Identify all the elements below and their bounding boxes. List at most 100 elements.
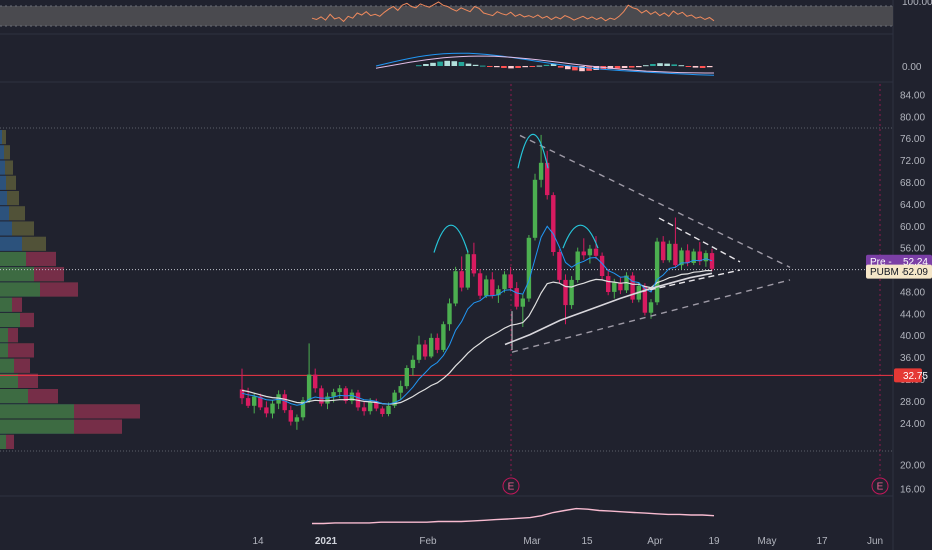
y-tick-label: 48.00 <box>900 287 925 298</box>
volume-profile-up-bar <box>0 221 12 236</box>
last-price-badge-value: 52.09 <box>903 267 928 278</box>
volume-profile-up-bar <box>0 297 12 312</box>
candle-body <box>691 251 696 263</box>
last-price-badge[interactable]: PUBM -52.09 <box>866 264 932 279</box>
rsi-line <box>311 1 715 23</box>
candle-body <box>416 344 422 360</box>
volume-profile-down-bar <box>8 328 18 343</box>
candle-body <box>264 407 269 414</box>
y-tick-label: 72.00 <box>900 156 925 167</box>
head-arc <box>517 134 549 169</box>
candle-body <box>422 344 428 357</box>
candle-body <box>404 368 409 387</box>
volume-profile-down-bar <box>7 191 19 206</box>
macd-histogram-bar <box>550 64 557 66</box>
volume-profile-down-bar <box>34 267 64 282</box>
volume-profile-up-bar <box>0 419 74 434</box>
candle-body <box>361 407 367 412</box>
macd-histogram-bar <box>565 66 571 70</box>
volume-profile-up-bar <box>0 404 74 419</box>
y-tick-label: 64.00 <box>900 200 925 211</box>
volume-profile-up-bar <box>0 373 18 388</box>
x-tick-label: Feb <box>419 536 437 547</box>
x-tick-label: Jun <box>867 536 883 547</box>
volume-profile-down-bar <box>40 282 78 297</box>
support-price-badge[interactable]: 32.75 <box>894 368 928 383</box>
macd-histogram-bar <box>557 66 564 68</box>
candle-body <box>538 162 544 180</box>
candle-body <box>319 388 324 404</box>
y-tick-label: 56.00 <box>900 244 925 255</box>
candle-body <box>569 279 574 306</box>
candle-body <box>618 282 623 291</box>
volume-profile-up-bar <box>0 267 34 282</box>
candle-body <box>337 388 342 393</box>
macd-histogram-bar <box>664 63 670 66</box>
candle-body <box>642 285 648 313</box>
candle-body <box>386 405 391 414</box>
candle-body <box>294 417 300 422</box>
y-tick-label: 16.00 <box>900 485 925 496</box>
candle-body <box>599 255 605 276</box>
macd-histogram-bar <box>494 66 500 68</box>
macd-histogram-bar <box>685 66 692 67</box>
candle-body <box>477 273 483 296</box>
last-price-badge-label: PUBM - <box>870 267 905 278</box>
macd-histogram-bar <box>430 62 436 66</box>
x-tick-label: Apr <box>647 536 663 547</box>
y-tick-label: 20.00 <box>900 461 925 472</box>
candle-body <box>508 274 513 289</box>
volume-profile-down-bar <box>5 160 13 175</box>
macd-histogram-bar <box>508 66 514 69</box>
candle-body <box>398 386 403 393</box>
candle-body <box>459 271 464 288</box>
volume-profile-up-bar <box>0 312 20 328</box>
volume-profile-down-bar <box>4 145 10 160</box>
candle-body <box>703 253 709 262</box>
candle-body <box>581 251 586 256</box>
candle-body <box>587 248 593 256</box>
volume-profile-up-bar <box>0 389 28 404</box>
candle-body <box>563 279 568 306</box>
wedge-lower-line <box>639 269 741 293</box>
macd-histogram-bar <box>671 64 677 66</box>
candle-body <box>429 337 434 357</box>
support-price-badge-bg <box>894 368 922 383</box>
volume-profile-down-bar <box>8 343 34 358</box>
volume-ma-line <box>312 507 715 525</box>
macd-histogram-bar <box>522 66 528 68</box>
candle-body <box>252 396 257 406</box>
candle-body <box>282 394 287 411</box>
macd-histogram-bar <box>699 66 706 68</box>
macd-histogram-bar <box>423 64 429 66</box>
candle-body <box>306 374 312 401</box>
candle-body <box>654 241 660 303</box>
volume-profile-down-bar <box>6 434 14 449</box>
macd-histogram-bar <box>472 64 479 66</box>
volume-profile-up-bar <box>0 191 7 206</box>
candle-body <box>697 251 702 262</box>
macd-line <box>375 52 715 76</box>
macd-histogram-bar <box>487 66 493 67</box>
candle-body <box>435 337 440 350</box>
volume-profile-down-bar <box>9 206 25 221</box>
candle-body <box>471 254 477 274</box>
macd-histogram-bar <box>678 65 685 67</box>
y-tick-label: 28.00 <box>900 397 925 408</box>
wedge-upper-line <box>658 217 741 263</box>
macd-histogram-bar <box>458 62 465 66</box>
candle-body <box>557 252 562 280</box>
volume-profile-up-bar <box>0 130 2 145</box>
volume-profile-down-bar <box>6 175 16 190</box>
candle-body <box>288 410 293 422</box>
macd-histogram-bar <box>621 66 628 68</box>
macd-histogram-bar <box>543 64 550 66</box>
macd-histogram-bar <box>628 66 635 68</box>
macd-histogram-bar <box>529 66 536 67</box>
volume-profile-up-bar <box>0 434 6 449</box>
y-tick-label: 60.00 <box>900 222 925 233</box>
macd-histogram-bar <box>515 66 521 68</box>
volume-profile-up-bar <box>0 328 8 343</box>
y-tick-label: 24.00 <box>900 419 925 430</box>
